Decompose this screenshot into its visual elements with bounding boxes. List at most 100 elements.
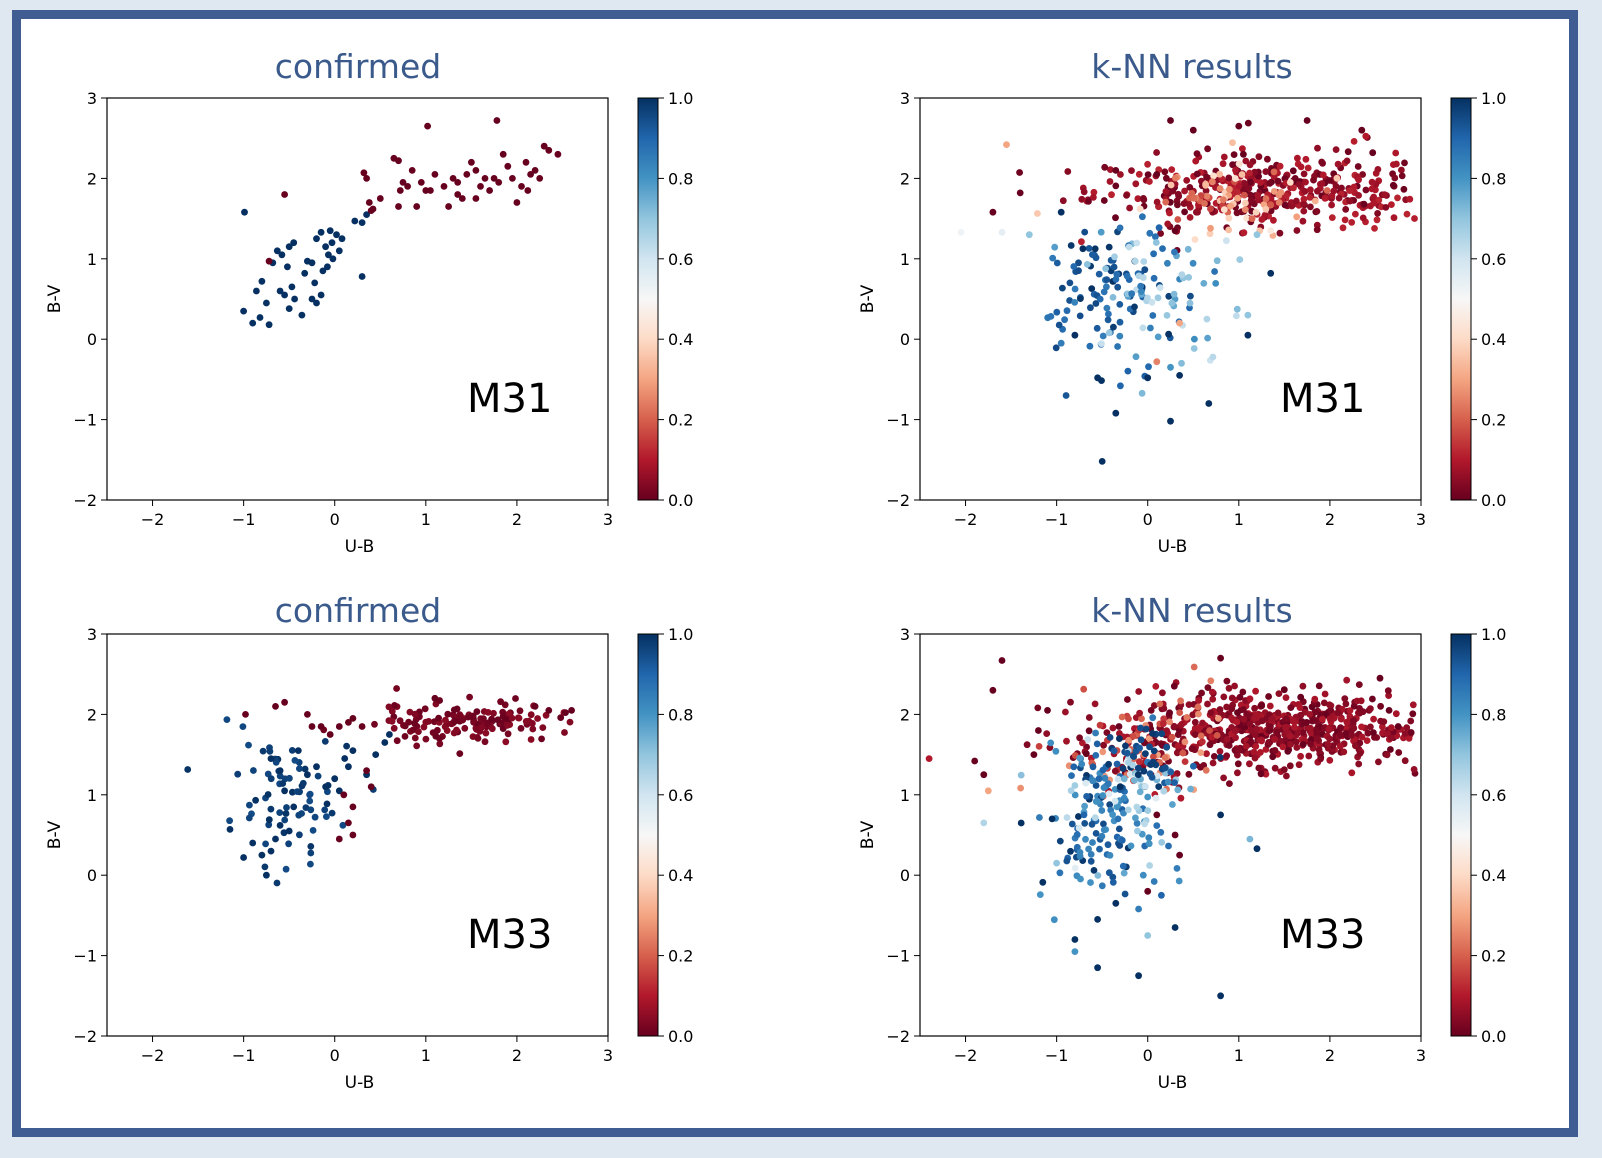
scatter-point — [1017, 819, 1025, 827]
scatter-point — [1398, 166, 1405, 174]
scatter-point — [1186, 299, 1194, 307]
points-layer — [240, 117, 562, 329]
scatter-point — [1299, 682, 1307, 690]
scatter-point — [480, 715, 487, 723]
scatter-point — [240, 307, 248, 315]
scatter-point — [1267, 201, 1274, 209]
scatter-point — [1375, 196, 1383, 204]
scatter-point — [1217, 654, 1224, 662]
scatter-point — [1355, 681, 1363, 688]
scatter-point — [1071, 791, 1079, 799]
scatter-point — [1153, 171, 1161, 178]
scatter-point — [1233, 305, 1241, 313]
scatter-point — [434, 726, 441, 734]
scatter-point — [1307, 740, 1315, 748]
scatter-point — [240, 854, 248, 861]
scatter-point — [1343, 157, 1351, 165]
scatter-point — [1075, 267, 1082, 275]
scatter-point — [1252, 742, 1260, 750]
scatter-point — [338, 235, 346, 243]
scatter-point — [376, 195, 384, 202]
scatter-point — [436, 740, 444, 748]
colorbar-tick-label: 1.0 — [668, 89, 693, 108]
scatter-point — [1382, 204, 1390, 211]
scatter-point — [408, 167, 416, 174]
scatter-point — [1153, 358, 1161, 366]
x-tick-label: −2 — [954, 1046, 978, 1065]
scatter-point — [1078, 238, 1085, 246]
scatter-point — [1186, 214, 1194, 221]
scatter-point — [329, 255, 337, 263]
scatter-point — [267, 775, 275, 783]
scatter-point — [1140, 767, 1148, 775]
scatter-point — [1090, 193, 1097, 201]
scatter-point — [1315, 682, 1323, 690]
scatter-point — [1110, 747, 1118, 755]
scatter-point — [1067, 847, 1074, 855]
scatter-point — [415, 728, 422, 735]
scatter-point — [1271, 735, 1279, 743]
scatter-point — [1100, 826, 1108, 834]
y-tick-label: 1 — [87, 250, 97, 269]
scatter-point — [1153, 811, 1161, 819]
scatter-point — [463, 171, 471, 178]
scatter-point — [1244, 184, 1252, 192]
scatter-point — [1225, 226, 1233, 234]
scatter-point — [1104, 780, 1112, 788]
scatter-point — [515, 714, 523, 722]
scatter-point — [1315, 746, 1323, 753]
scatter-point — [1116, 783, 1124, 790]
scatter-point — [1270, 216, 1277, 224]
scatter-point — [1071, 864, 1079, 872]
scatter-point — [1152, 239, 1160, 246]
scatter-point — [1156, 284, 1164, 291]
scatter-point — [1389, 181, 1397, 189]
scatter-point — [1301, 188, 1309, 195]
scatter-point — [307, 860, 314, 868]
scatter-point — [345, 819, 352, 827]
scatter-point — [335, 787, 343, 795]
scatter-point — [367, 783, 375, 791]
scatter-point — [1115, 825, 1123, 833]
scatter-point — [1056, 869, 1064, 877]
scatter-point — [1258, 737, 1265, 745]
colorbar-tick-label: 0.0 — [668, 1027, 693, 1046]
scatter-point — [1070, 763, 1078, 771]
scatter-point — [1367, 705, 1374, 713]
scatter-point — [1153, 198, 1161, 206]
scatter-point — [1077, 875, 1084, 883]
scatter-point — [1235, 122, 1243, 130]
scatter-point — [1150, 753, 1157, 761]
scatter-point — [276, 822, 284, 829]
x-tick-label: 3 — [603, 510, 613, 529]
scatter-point — [1334, 160, 1342, 168]
scatter-point — [263, 871, 270, 879]
x-tick-label: −1 — [1045, 510, 1069, 529]
scatter-point — [1112, 214, 1119, 222]
scatter-point — [266, 748, 274, 755]
scatter-point — [288, 283, 296, 291]
scatter-point — [1092, 300, 1100, 307]
scatter-point — [1052, 747, 1060, 755]
scatter-point — [1106, 801, 1114, 808]
scatter-point — [451, 718, 458, 725]
scatter-point — [1306, 711, 1314, 718]
y-tick-label: 1 — [900, 786, 910, 805]
scatter-point — [1087, 851, 1095, 858]
scatter-point — [534, 715, 541, 722]
scatter-point — [1098, 807, 1106, 814]
scatter-point — [1299, 217, 1307, 225]
scatter-point — [1134, 771, 1142, 779]
scatter-point — [1136, 788, 1144, 796]
scatter-point — [1144, 793, 1152, 801]
scatter-point — [1023, 741, 1031, 749]
scatter-point — [323, 800, 331, 808]
scatter-point — [1303, 117, 1311, 124]
scatter-point — [333, 231, 340, 239]
scatter-point — [1077, 295, 1084, 302]
scatter-point — [345, 719, 352, 726]
scatter-point — [1081, 820, 1089, 827]
scatter-point — [1145, 363, 1152, 371]
scatter-point — [1355, 176, 1362, 184]
scatter-point — [1099, 332, 1107, 340]
